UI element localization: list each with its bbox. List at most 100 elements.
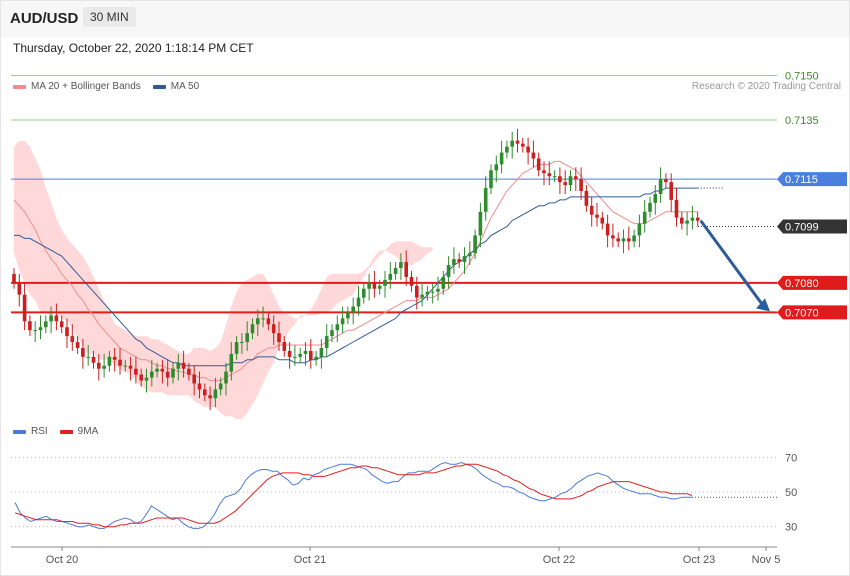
candle-body xyxy=(669,182,673,200)
candle-body xyxy=(213,389,218,399)
candle-body xyxy=(595,214,599,218)
header-bar xyxy=(1,1,849,37)
credit-text: Research © 2020 Trading Central xyxy=(691,81,841,92)
candle-body xyxy=(372,282,377,289)
candle-body xyxy=(28,321,32,331)
candle-body xyxy=(49,315,53,322)
candle-body xyxy=(123,365,128,367)
candle-body xyxy=(150,371,154,378)
candle-body xyxy=(17,282,22,295)
candle-body xyxy=(144,377,149,381)
candle-body xyxy=(134,368,138,375)
candle-body xyxy=(499,152,504,165)
candle-body xyxy=(483,188,488,212)
legend-label-rsi: RSI xyxy=(31,426,48,437)
candle-body xyxy=(653,193,658,203)
candle-body xyxy=(648,202,652,212)
candle-body xyxy=(70,336,75,343)
candle-body xyxy=(489,170,493,189)
candle-body xyxy=(181,362,186,369)
candle-body xyxy=(65,327,69,337)
x-tick-label: Oct 23 xyxy=(683,554,715,566)
candle-body xyxy=(192,374,196,384)
candle-body xyxy=(330,330,334,337)
level-tag-0.7070 xyxy=(777,305,847,320)
candle-body xyxy=(526,146,530,153)
candle-body xyxy=(176,362,181,369)
candle-body xyxy=(605,223,610,236)
candle-body xyxy=(54,315,59,322)
candle-body xyxy=(637,223,642,236)
candle-body xyxy=(611,235,615,239)
rsi-ma9-line xyxy=(14,463,693,528)
candle-body xyxy=(674,199,679,218)
ma20-line xyxy=(13,160,698,381)
candle-body xyxy=(59,321,64,328)
bollinger-band xyxy=(14,140,433,419)
candle-body xyxy=(547,173,552,177)
candle-body xyxy=(531,152,536,159)
candle-body xyxy=(568,176,573,186)
candle-body xyxy=(362,288,366,298)
candle-body xyxy=(446,265,451,277)
candle-body xyxy=(680,217,684,224)
rsi-tick-30: 30 xyxy=(785,522,797,534)
candle-body xyxy=(155,368,159,372)
x-tick-label: Oct 21 xyxy=(294,554,326,566)
candle-body xyxy=(690,217,695,221)
candle-body xyxy=(473,235,477,254)
legend-item-9ma: 9MA xyxy=(59,426,98,437)
level-label-0.7070: 0.7070 xyxy=(785,307,819,319)
candle-body xyxy=(102,365,106,369)
candle-body xyxy=(383,279,387,286)
legend-item-ma20: MA 20 + Bollinger Bands xyxy=(13,81,141,92)
candle-body xyxy=(160,368,165,372)
interval-badge[interactable]: 30 MIN xyxy=(83,7,136,27)
candle-body xyxy=(521,143,525,147)
legend-swatch-ma50 xyxy=(152,84,166,89)
candle-body xyxy=(425,291,430,295)
level-label-0.7099: 0.7099 xyxy=(785,222,819,234)
candle-body xyxy=(33,330,37,332)
x-tick-label: Oct 22 xyxy=(543,554,575,566)
candle-body xyxy=(224,371,228,384)
legend-label-ma50: MA 50 xyxy=(170,81,200,92)
candle-body xyxy=(356,297,361,307)
candle-body xyxy=(420,294,424,298)
legend-swatch-9ma xyxy=(59,429,73,434)
ma50-line xyxy=(14,187,698,367)
candle-body xyxy=(579,179,583,192)
candle-body xyxy=(303,350,308,354)
candle-body xyxy=(112,356,117,360)
candle-body xyxy=(584,191,589,206)
candle-body xyxy=(91,356,96,363)
candle-body xyxy=(187,368,191,375)
candle-body xyxy=(293,356,297,358)
candle-body xyxy=(589,205,594,215)
candle-body xyxy=(282,342,287,351)
candle-body xyxy=(287,350,292,357)
level-label-0.7080: 0.7080 xyxy=(785,278,819,290)
candle-body xyxy=(298,353,302,357)
candle-body xyxy=(658,179,663,194)
candle-body xyxy=(377,285,382,289)
rsi-line xyxy=(14,461,692,529)
legend-swatch-ma20 xyxy=(13,84,26,89)
candle-body xyxy=(271,324,276,334)
candle-body xyxy=(261,318,265,320)
legend-label-ma20: MA 20 + Bollinger Bands xyxy=(31,81,141,92)
candle-body xyxy=(351,306,355,313)
candle-body xyxy=(632,235,636,242)
candle-body xyxy=(22,294,27,322)
candle-body xyxy=(75,342,80,348)
rsi-tick-50: 50 xyxy=(785,487,797,499)
candle-body xyxy=(208,395,212,399)
x-tick-label: Oct 20 xyxy=(46,554,78,566)
symbol-title: AUD/USD xyxy=(10,10,79,27)
candle-body xyxy=(86,356,90,358)
candle-body xyxy=(621,238,626,242)
candle-body xyxy=(468,253,472,257)
candle-body xyxy=(319,347,324,357)
candle-body xyxy=(478,211,483,236)
timestamp: Thursday, October 22, 2020 1:18:14 PM CE… xyxy=(13,41,254,55)
